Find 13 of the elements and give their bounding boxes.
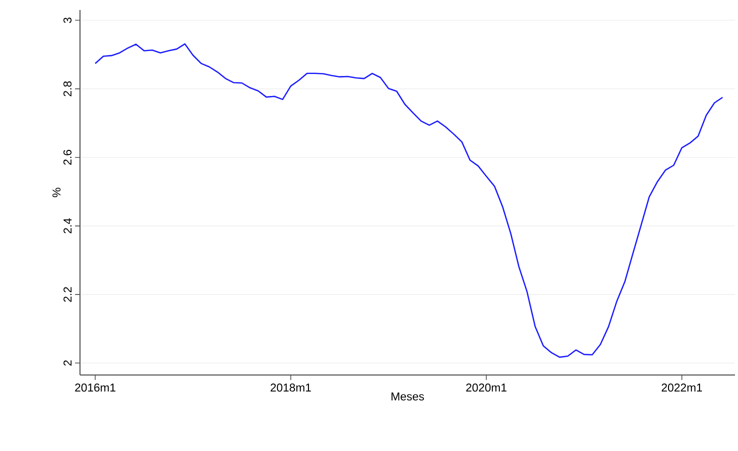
line-series <box>94 43 724 358</box>
y-tick-label: 2.8 <box>63 81 72 96</box>
y-tick-label: 2.2 <box>64 287 72 302</box>
x-axis-title: Meses <box>392 392 424 400</box>
y-axis-title: % <box>52 188 61 198</box>
y-tick-label: 2 <box>64 360 72 366</box>
x-tick-label: 2016m1 <box>75 384 116 392</box>
y-tick-label: 2.6 <box>63 150 72 165</box>
x-tick-label: 2020m1 <box>466 384 506 392</box>
x-tick-label: 2018m1 <box>270 384 311 392</box>
x-tick-label: 2022m1 <box>662 384 702 392</box>
y-tick-label: 2.4 <box>64 218 72 234</box>
y-tick-label: 3 <box>63 18 72 24</box>
